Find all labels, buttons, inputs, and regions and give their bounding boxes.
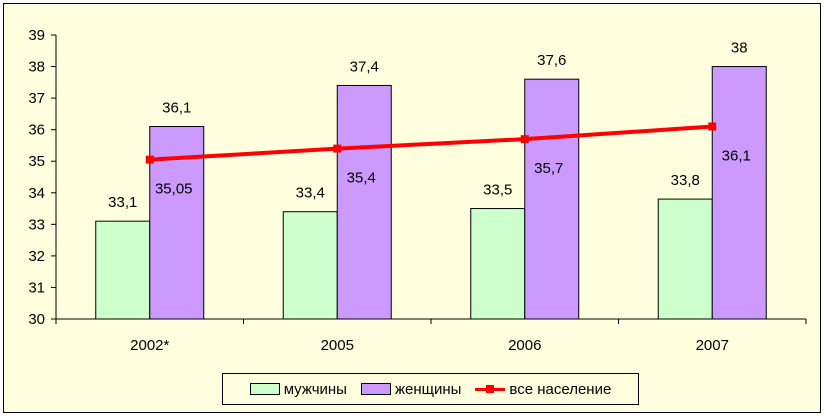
y-tick-label: 30 [28,311,45,328]
bar-men [282,211,338,320]
y-tick-label: 34 [28,185,45,202]
bar-women [336,84,392,320]
y-tick-label: 38 [28,59,45,76]
data-label-men: 33,4 [296,185,325,202]
marker-total [145,155,154,164]
legend: мужчины женщины все население [222,373,639,405]
data-label-women: 37,6 [537,52,566,69]
line-total [149,124,713,162]
y-tick-label: 39 [28,27,45,44]
x-tick-label: 2007 [696,337,729,354]
data-label-women: 37,4 [350,58,379,75]
x-tick-label: 2006 [508,337,541,354]
marker-total [708,122,717,131]
data-label-men: 33,8 [671,172,700,189]
y-tick-label: 31 [28,279,45,296]
data-label-total: 35,7 [534,160,563,177]
legend-swatch-men [249,383,280,395]
y-tick-label: 36 [28,122,45,139]
data-label-women: 38 [731,40,748,57]
x-tick-label: 2005 [321,337,354,354]
legend-swatch-women [360,383,391,395]
data-label-women: 36,1 [162,100,191,117]
data-label-men: 33,5 [483,182,512,199]
bar-women [711,66,767,320]
legend-label-total: все население [509,380,612,398]
y-tick-label: 37 [28,90,45,107]
legend-label-men: мужчины [283,380,347,398]
data-label-total: 35,4 [347,170,376,187]
y-tick-label: 32 [28,248,45,265]
legend-swatch-total [475,383,506,395]
legend-item-women: женщины [360,380,462,398]
marker-total [333,144,342,153]
marker-total [520,135,529,144]
legend-item-total: все население [475,381,611,398]
legend-label-women: женщины [394,380,462,398]
y-tick-label: 33 [28,216,45,233]
bar-men [470,208,526,320]
data-label-total: 35,05 [155,181,193,198]
x-tick-label: 2002* [130,337,169,354]
bar-women [524,78,580,320]
bar-men [657,198,713,320]
bar-men [95,220,151,320]
legend-item-men: мужчины [249,380,347,398]
y-tick-label: 35 [28,153,45,170]
data-label-men: 33,1 [108,194,137,211]
data-label-total: 36,1 [722,148,751,165]
